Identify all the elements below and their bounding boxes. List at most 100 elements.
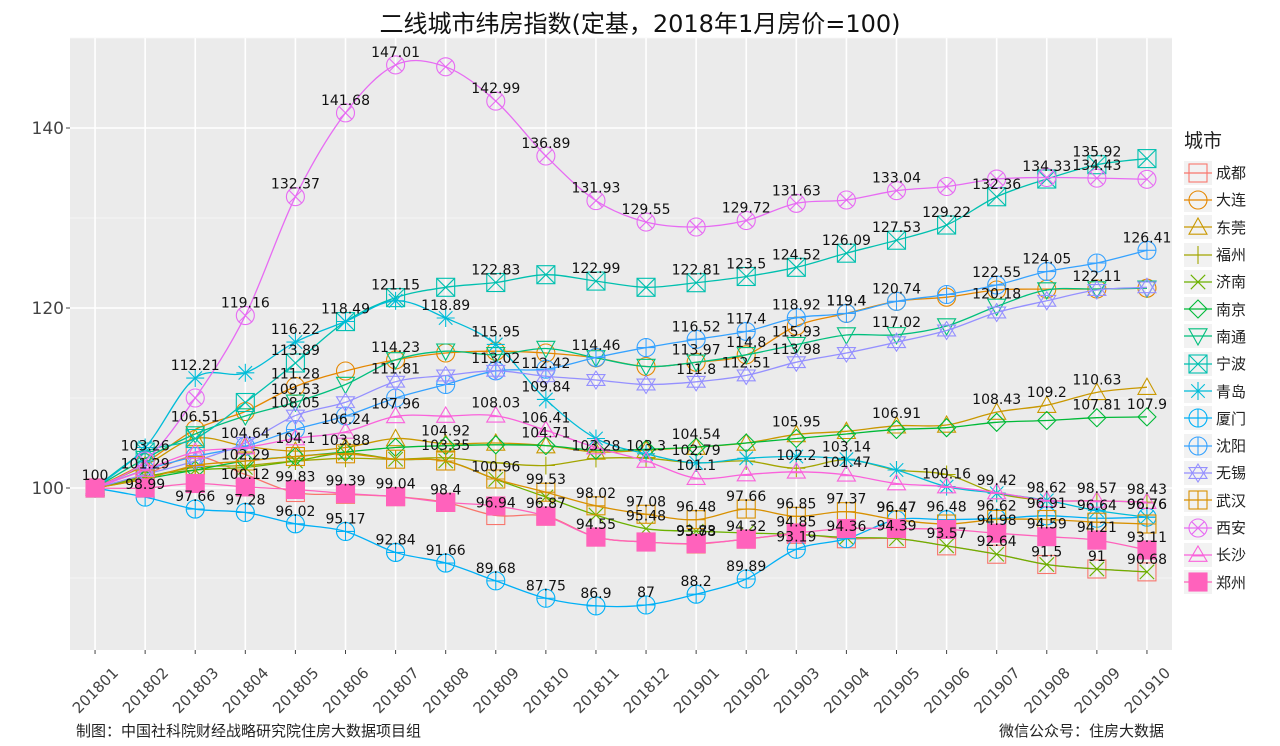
legend-key-svg <box>1184 382 1212 401</box>
data-label: 94.59 <box>1027 517 1067 533</box>
data-point <box>886 181 907 201</box>
data-point <box>1087 530 1107 550</box>
data-point <box>886 419 907 440</box>
data-label: 120.74 <box>872 281 921 297</box>
x-tick-label: 201901 <box>670 664 723 717</box>
legend-key-svg <box>1184 163 1212 183</box>
data-point <box>786 257 806 277</box>
legend-key <box>1184 297 1212 322</box>
data-point <box>736 347 757 365</box>
data-point <box>1086 382 1107 401</box>
data-label: 108.05 <box>271 396 320 412</box>
legend-marker <box>1188 163 1208 183</box>
legend-label: 厦门 <box>1216 409 1247 428</box>
series-武汉 <box>85 444 1157 534</box>
legend-marker <box>1188 408 1208 428</box>
data-point <box>136 438 155 457</box>
data-point <box>385 406 406 424</box>
data-point <box>1037 554 1057 575</box>
data-point <box>235 477 255 497</box>
data-point <box>636 532 656 552</box>
data-label: 98.99 <box>125 477 165 493</box>
legend-key <box>1184 324 1212 349</box>
data-label: 131.63 <box>772 183 821 199</box>
legend-label: 南京 <box>1216 300 1247 319</box>
legend-marker <box>1188 217 1208 235</box>
data-label: 95.48 <box>626 509 666 525</box>
data-point <box>536 390 555 409</box>
plot-panel <box>70 38 1172 650</box>
data-point <box>886 291 907 311</box>
data-point <box>236 363 255 382</box>
data-point <box>335 103 356 123</box>
data-point <box>786 193 806 213</box>
data-label: 86.9 <box>580 586 611 602</box>
series-line <box>94 452 1147 573</box>
data-label: 136.89 <box>521 136 570 152</box>
data-point <box>536 359 556 379</box>
data-label: 117.4 <box>726 311 766 327</box>
legend-key <box>1184 433 1212 458</box>
legend-item-长沙: 长沙 <box>1184 541 1246 568</box>
data-point <box>536 588 556 608</box>
footer-wechat: 微信公众号：住房大数据 <box>998 722 1164 740</box>
legend-marker <box>1188 462 1208 483</box>
legend-label: 南通 <box>1216 327 1247 346</box>
x-tick-label: 201902 <box>720 664 773 717</box>
data-point <box>686 273 706 293</box>
data-label: 124.05 <box>1022 252 1071 268</box>
legend-label: 郑州 <box>1216 573 1247 592</box>
data-point <box>536 482 556 502</box>
data-point <box>636 374 657 395</box>
data-point <box>1039 556 1055 573</box>
data-label: 106.91 <box>872 406 921 422</box>
data-point <box>285 405 306 426</box>
data-label: 114.46 <box>571 338 620 354</box>
legend-marker <box>1188 436 1208 456</box>
series-无锡 <box>85 277 1157 499</box>
data-point <box>485 435 506 455</box>
legend-key <box>1184 215 1212 240</box>
data-label: 94.21 <box>1077 520 1117 536</box>
data-point <box>535 420 556 438</box>
data-point <box>386 291 405 310</box>
data-label: 93.19 <box>776 529 816 545</box>
legend-key <box>1184 187 1212 212</box>
legend-marker <box>1188 354 1208 374</box>
legend-title: 城市 <box>1184 130 1223 152</box>
y-tick-label: 100 <box>32 479 64 499</box>
data-label: 113.97 <box>672 342 721 358</box>
data-label: 106.41 <box>521 410 570 426</box>
data-point <box>686 468 707 485</box>
data-point <box>1036 395 1057 413</box>
data-point <box>386 449 406 469</box>
data-label: 98.57 <box>1077 481 1117 497</box>
data-label: 104.1 <box>275 431 315 447</box>
data-point <box>686 371 707 392</box>
series-line <box>94 286 1147 489</box>
series-西安 <box>85 55 1157 498</box>
x-tick-label: 201812 <box>620 664 673 717</box>
data-point <box>736 365 757 386</box>
x-tick-label: 201802 <box>119 664 172 717</box>
series-line <box>94 157 1148 489</box>
data-label: 124.52 <box>772 247 821 263</box>
legend-marker <box>1188 517 1208 538</box>
data-point <box>937 284 957 305</box>
data-point <box>686 510 706 530</box>
data-point <box>1037 167 1057 188</box>
data-label: 111.28 <box>271 366 320 382</box>
legend-key-svg <box>1184 490 1212 510</box>
data-label: 103.14 <box>822 440 871 456</box>
data-label: 92.84 <box>376 532 416 548</box>
data-point <box>335 392 356 413</box>
data-label: 135.92 <box>1072 145 1121 161</box>
data-point <box>986 412 1007 433</box>
legend-item-济南: 济南 <box>1184 268 1246 295</box>
data-point <box>486 272 506 293</box>
x-tick-label: 201903 <box>770 664 823 717</box>
data-point <box>939 538 955 554</box>
series-line <box>94 300 1148 518</box>
data-label: 111.8 <box>676 362 716 378</box>
